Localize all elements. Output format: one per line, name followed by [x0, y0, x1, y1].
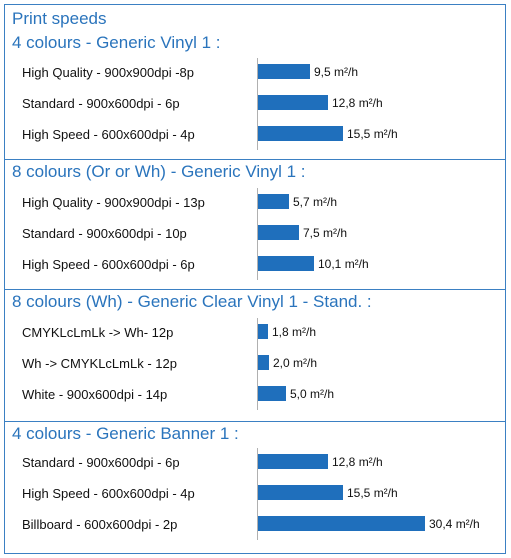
bar — [258, 126, 343, 141]
bar — [258, 225, 299, 240]
bar — [258, 95, 328, 110]
category-label: Billboard - 600x600dpi - 2p — [22, 517, 178, 532]
page-title: Print speeds — [12, 9, 107, 28]
category-label: CMYKLcLmLk -> Wh- 12p — [22, 325, 174, 340]
bar — [258, 324, 268, 339]
value-label: 12,8 m²/h — [332, 455, 383, 469]
chart-frame — [4, 4, 506, 554]
category-label: High Speed - 600x600dpi - 4p — [22, 127, 195, 142]
section-title: 4 colours - Generic Banner 1 : — [12, 424, 239, 443]
bar — [258, 256, 314, 271]
value-label: 15,5 m²/h — [347, 486, 398, 500]
bar — [258, 516, 425, 531]
section-divider — [4, 289, 506, 290]
bar — [258, 194, 289, 209]
category-label: High Speed - 600x600dpi - 6p — [22, 257, 195, 272]
category-label: High Quality - 900x900dpi -8p — [22, 65, 194, 80]
category-label: Standard - 900x600dpi - 6p — [22, 455, 180, 470]
value-label: 12,8 m²/h — [332, 96, 383, 110]
section-title: 8 colours (Or or Wh) - Generic Vinyl 1 : — [12, 162, 306, 181]
bar-axis-line — [257, 448, 258, 540]
section-title: 4 colours - Generic Vinyl 1 : — [12, 33, 221, 52]
value-label: 30,4 m²/h — [429, 517, 480, 531]
section-divider — [4, 159, 506, 160]
category-label: Standard - 900x600dpi - 6p — [22, 96, 180, 111]
bar — [258, 64, 310, 79]
section-divider — [4, 421, 506, 422]
bar — [258, 386, 286, 401]
bar-axis-line — [257, 188, 258, 280]
bar — [258, 454, 328, 469]
value-label: 7,5 m²/h — [303, 226, 348, 240]
value-label: 5,7 m²/h — [293, 195, 338, 209]
value-label: 5,0 m²/h — [290, 387, 335, 401]
bar-axis-line — [257, 58, 258, 150]
category-label: High Speed - 600x600dpi - 4p — [22, 486, 195, 501]
category-label: White - 900x600dpi - 14p — [22, 387, 168, 402]
value-label: 10,1 m²/h — [318, 257, 369, 271]
value-label: 1,8 m²/h — [272, 325, 317, 339]
category-label: Wh -> CMYKLcLmLk - 12p — [22, 356, 177, 371]
category-label: High Quality - 900x900dpi - 13p — [22, 195, 205, 210]
value-label: 15,5 m²/h — [347, 127, 398, 141]
bar — [258, 355, 269, 370]
bar-axis-line — [257, 318, 258, 410]
bar — [258, 485, 343, 500]
category-label: Standard - 900x600dpi - 10p — [22, 226, 187, 241]
section-title: 8 colours (Wh) - Generic Clear Vinyl 1 -… — [12, 292, 372, 311]
value-label: 9,5 m²/h — [314, 65, 359, 79]
value-label: 2,0 m²/h — [273, 356, 318, 370]
